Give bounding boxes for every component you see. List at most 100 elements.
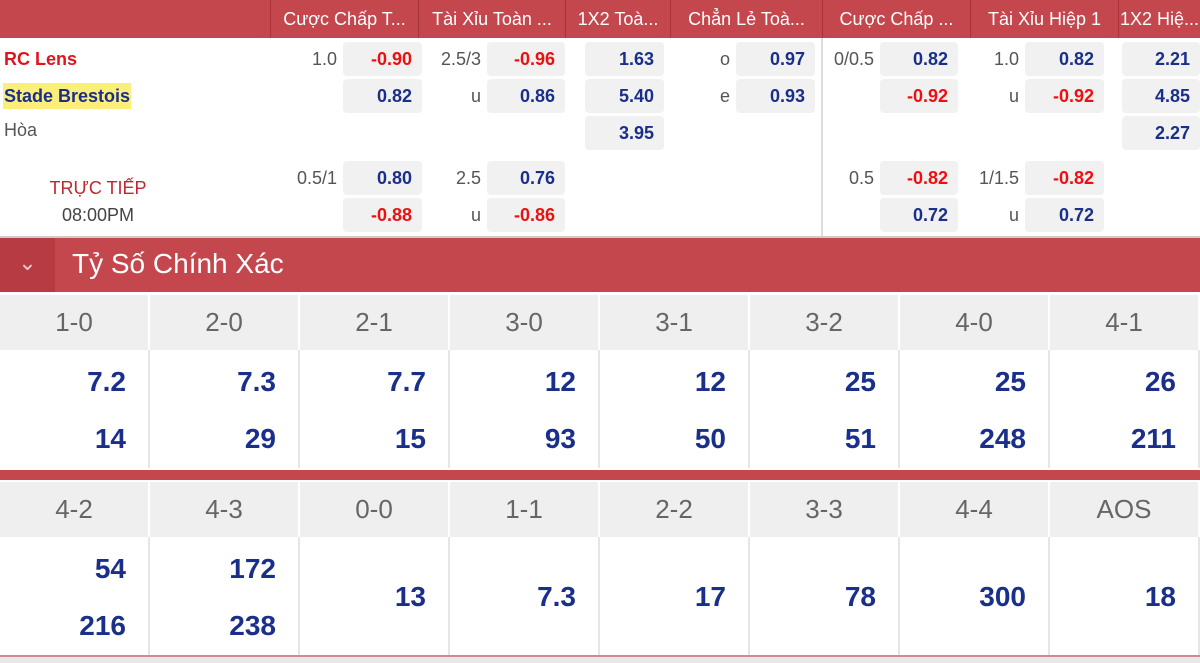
score-cell[interactable]: 17 bbox=[600, 537, 750, 655]
odds-button[interactable]: 2.21 bbox=[1122, 42, 1200, 76]
score-odds[interactable]: 54 bbox=[94, 553, 126, 584]
header-column[interactable]: Tài Xỉu Hiệp 1 bbox=[970, 0, 1118, 38]
odds-button[interactable]: 4.85 bbox=[1122, 79, 1200, 113]
odds-line: 0.5/1 bbox=[296, 168, 337, 188]
odds-button[interactable]: 0.82 bbox=[1025, 42, 1104, 76]
header-column[interactable]: Cược Chấp T... bbox=[270, 0, 418, 38]
odds-button[interactable]: -0.90 bbox=[343, 42, 422, 76]
odds-button[interactable]: 1.63 bbox=[585, 42, 664, 76]
odds-line: e bbox=[719, 86, 730, 106]
score-odds[interactable]: 13 bbox=[394, 581, 426, 612]
odds-button[interactable]: 0.86 bbox=[487, 79, 565, 113]
odds-button[interactable]: -0.92 bbox=[1025, 79, 1104, 113]
odds-button[interactable]: 0.72 bbox=[1025, 198, 1104, 232]
score-label: 3-3 bbox=[750, 482, 900, 537]
score-odds[interactable]: 15 bbox=[394, 423, 426, 454]
score-odds[interactable]: 300 bbox=[979, 581, 1026, 612]
score-label: 2-0 bbox=[150, 295, 300, 350]
score-odds[interactable]: 7.3 bbox=[537, 581, 576, 612]
score-cell[interactable]: 12 93 bbox=[450, 350, 600, 468]
score-odds[interactable]: 12 bbox=[544, 366, 576, 397]
score-odds[interactable]: 248 bbox=[979, 423, 1026, 454]
section-header[interactable]: ⌄ Tỷ Số Chính Xác bbox=[0, 238, 1200, 292]
header-column[interactable]: Cược Chấp ... bbox=[822, 0, 970, 38]
odds-button[interactable]: 0.82 bbox=[880, 42, 958, 76]
score-cell[interactable]: 13 bbox=[300, 537, 450, 655]
score-cell[interactable]: 7.2 14 bbox=[0, 350, 150, 468]
home-team[interactable]: RC Lens bbox=[4, 49, 78, 69]
correct-score-grid-2: 4-2 4-3 0-0 1-1 2-2 3-3 4-4 AOS 54 216 172 238 13 7.3… bbox=[0, 482, 1200, 655]
score-odds[interactable]: 17 bbox=[694, 581, 726, 612]
score-odds[interactable]: 18 bbox=[1144, 581, 1176, 612]
divider bbox=[0, 470, 1200, 480]
header-column[interactable]: Tài Xỉu Toàn ... bbox=[418, 0, 565, 38]
score-odds[interactable]: 51 bbox=[844, 423, 876, 454]
odds-button[interactable]: 0.72 bbox=[880, 198, 958, 232]
score-odds[interactable]: 7.2 bbox=[87, 366, 126, 397]
odds-button[interactable]: 0.93 bbox=[736, 79, 815, 113]
match-time: 08:00PM bbox=[61, 205, 135, 225]
away-team[interactable]: Stade Brestois bbox=[3, 83, 132, 109]
score-cell[interactable]: 172 238 bbox=[150, 537, 300, 655]
odds-line: u bbox=[470, 205, 481, 225]
odds-button[interactable]: -0.82 bbox=[1025, 161, 1104, 195]
score-cell[interactable]: 25 248 bbox=[900, 350, 1050, 468]
score-odds[interactable]: 26 bbox=[1144, 366, 1176, 397]
score-label: 2-1 bbox=[300, 295, 450, 350]
odds-button[interactable]: -0.92 bbox=[880, 79, 958, 113]
score-odds[interactable]: 25 bbox=[844, 366, 876, 397]
score-odds[interactable]: 12 bbox=[694, 366, 726, 397]
score-odds[interactable]: 78 bbox=[844, 581, 876, 612]
score-cell[interactable]: 300 bbox=[900, 537, 1050, 655]
odds-button[interactable]: 2.27 bbox=[1122, 116, 1200, 150]
odds-line: 1/1.5 bbox=[978, 168, 1019, 188]
odds-button[interactable]: -0.96 bbox=[487, 42, 565, 76]
header-column[interactable]: Chẳn Lẻ Toà... bbox=[670, 0, 822, 38]
odds-line: 1.0 bbox=[993, 49, 1019, 69]
odds-button[interactable]: -0.82 bbox=[880, 161, 958, 195]
score-odds[interactable]: 172 bbox=[229, 553, 276, 584]
score-odds[interactable]: 238 bbox=[229, 610, 276, 641]
score-odds[interactable]: 211 bbox=[1130, 423, 1176, 454]
header-column[interactable]: 1X2 Toà... bbox=[565, 0, 670, 38]
score-label: AOS bbox=[1050, 482, 1200, 537]
score-label: 3-0 bbox=[450, 295, 600, 350]
score-cell[interactable]: 7.3 29 bbox=[150, 350, 300, 468]
score-cell[interactable]: 78 bbox=[750, 537, 900, 655]
score-odds[interactable]: 7.7 bbox=[387, 366, 426, 397]
score-cell[interactable]: 25 51 bbox=[750, 350, 900, 468]
score-label: 4-4 bbox=[900, 482, 1050, 537]
odds-button[interactable]: -0.88 bbox=[343, 198, 422, 232]
odds-line: u bbox=[1008, 86, 1019, 106]
score-label: 0-0 bbox=[300, 482, 450, 537]
score-cell[interactable]: 12 50 bbox=[600, 350, 750, 468]
odds-button[interactable]: 0.97 bbox=[736, 42, 815, 76]
score-odds[interactable]: 14 bbox=[94, 423, 126, 454]
score-odds[interactable]: 29 bbox=[244, 423, 276, 454]
score-odds[interactable]: 7.3 bbox=[237, 366, 276, 397]
odds-line: o bbox=[719, 49, 730, 69]
live-status: TRỰC TIẾP bbox=[49, 178, 147, 198]
chevron-down-icon[interactable]: ⌄ bbox=[0, 238, 55, 292]
score-label: 4-1 bbox=[1050, 295, 1200, 350]
odds-button[interactable]: 0.76 bbox=[487, 161, 565, 195]
score-label: 1-0 bbox=[0, 295, 150, 350]
bottom-border bbox=[0, 655, 1200, 663]
score-cell[interactable]: 18 bbox=[1050, 537, 1200, 655]
header-column[interactable]: 1X2 Hiệ... bbox=[1118, 0, 1200, 38]
odds-button[interactable]: 3.95 bbox=[585, 116, 664, 150]
odds-button[interactable]: 5.40 bbox=[585, 79, 664, 113]
score-odds[interactable]: 50 bbox=[694, 423, 726, 454]
score-odds[interactable]: 25 bbox=[994, 366, 1026, 397]
divider bbox=[0, 236, 1200, 238]
draw-label: Hòa bbox=[4, 120, 38, 140]
score-cell[interactable]: 7.3 bbox=[450, 537, 600, 655]
score-cell[interactable]: 7.7 15 bbox=[300, 350, 450, 468]
odds-button[interactable]: -0.86 bbox=[487, 198, 565, 232]
odds-button[interactable]: 0.80 bbox=[343, 161, 422, 195]
score-odds[interactable]: 93 bbox=[544, 423, 576, 454]
score-odds[interactable]: 216 bbox=[79, 610, 126, 641]
odds-button[interactable]: 0.82 bbox=[343, 79, 422, 113]
score-cell[interactable]: 26 211 bbox=[1050, 350, 1200, 468]
score-cell[interactable]: 54 216 bbox=[0, 537, 150, 655]
